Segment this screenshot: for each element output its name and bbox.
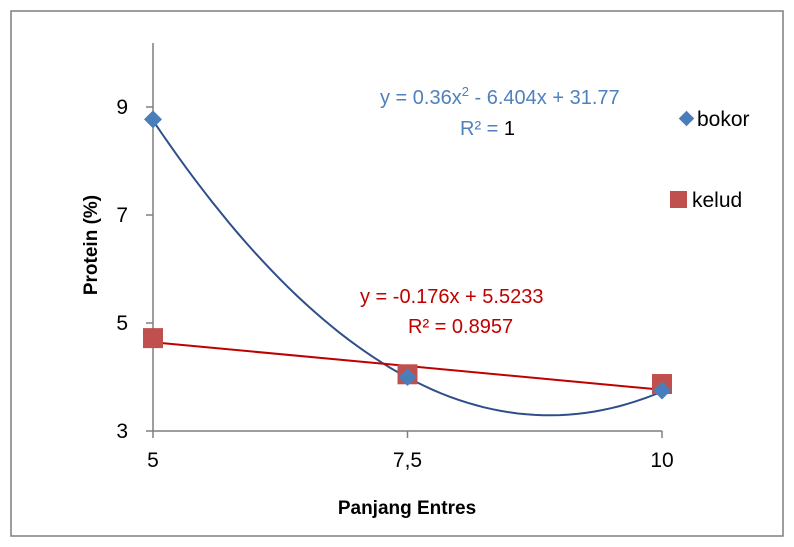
kelud-equation: y = -0.176x + 5.5233 bbox=[360, 286, 543, 308]
x-tick-label: 5 bbox=[147, 449, 159, 472]
legend-item-bokor: bokor bbox=[678, 108, 750, 131]
legend: bokor kelud bbox=[670, 108, 750, 212]
bokor-r2-value: 1 bbox=[504, 118, 515, 140]
chart-border bbox=[10, 10, 784, 537]
legend-item-kelud: kelud bbox=[670, 189, 742, 212]
bokor-r2: R² = 1 bbox=[460, 118, 515, 140]
bokor-equation-rest: - 6.404x + 31.77 bbox=[469, 87, 620, 109]
bokor-equation: y = 0.36x2 - 6.404x + 31.77 bbox=[380, 84, 620, 109]
legend-label-bokor: bokor bbox=[697, 108, 750, 131]
y-tick-label: 5 bbox=[116, 312, 128, 335]
legend-marker-kelud bbox=[670, 191, 687, 208]
bokor-point bbox=[398, 368, 417, 386]
y-axis-title: Protein (%) bbox=[81, 195, 102, 295]
x-axis-title: Panjang Entres bbox=[338, 498, 476, 519]
x-axis-ticks: 5 7,5 10 bbox=[147, 431, 674, 472]
bokor-r2-label: R² = bbox=[460, 118, 504, 140]
y-tick-label: 7 bbox=[116, 204, 128, 227]
legend-label-kelud: kelud bbox=[692, 189, 742, 212]
y-axis-ticks: 3 5 7 9 bbox=[116, 96, 153, 443]
y-tick-label: 9 bbox=[116, 96, 128, 119]
y-tick-label: 3 bbox=[116, 420, 128, 443]
kelud-r2: R² = 0.8957 bbox=[408, 316, 513, 338]
legend-marker-bokor bbox=[678, 110, 695, 127]
x-tick-label: 10 bbox=[650, 449, 673, 472]
kelud-point bbox=[143, 328, 163, 349]
bokor-equation-sup: 2 bbox=[462, 84, 469, 99]
bokor-point bbox=[144, 110, 162, 129]
x-tick-label: 7,5 bbox=[393, 449, 422, 472]
bokor-point bbox=[653, 381, 671, 400]
bokor-equation-main: y = 0.36x bbox=[380, 87, 462, 109]
data-markers bbox=[143, 110, 672, 400]
